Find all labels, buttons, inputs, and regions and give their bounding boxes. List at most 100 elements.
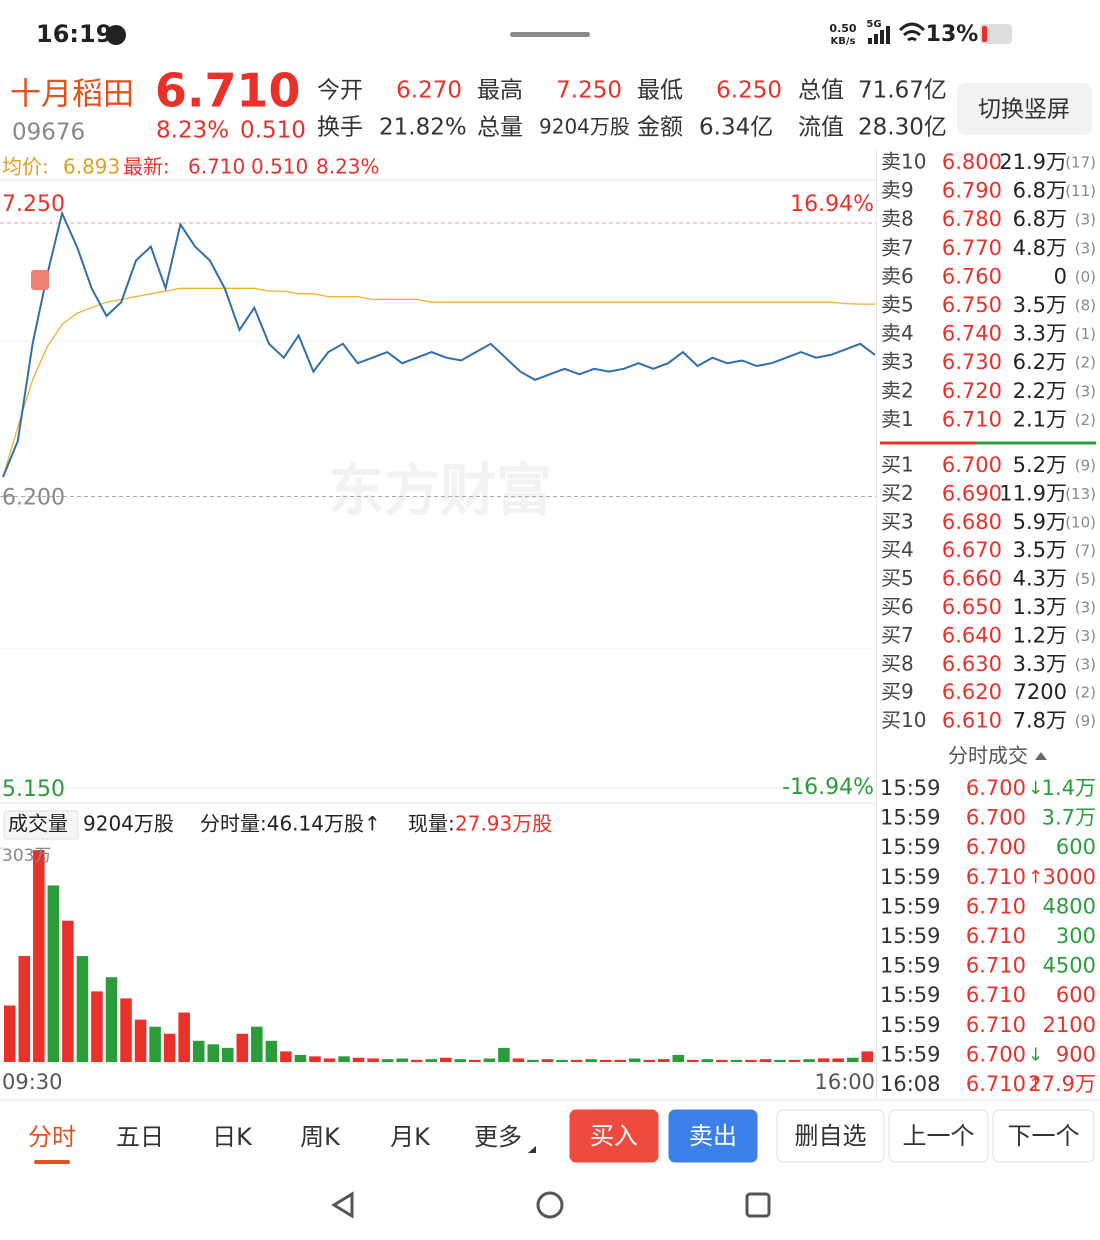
volume-bar (178, 1012, 190, 1062)
volume-bar (803, 1059, 815, 1062)
trade-time: 15:59 (880, 1013, 941, 1037)
volume-bar (4, 1005, 16, 1062)
volume-bar (309, 1056, 321, 1062)
stat-label: 最高 (477, 78, 523, 104)
book-volume: 6.8万 (1013, 179, 1067, 203)
action-button[interactable] (992, 1109, 1095, 1163)
book-volume: 4.8万 (1013, 236, 1067, 260)
volume-bar (672, 1054, 685, 1062)
book-label: 卖9 (881, 178, 914, 202)
net-speed: 0.50 (829, 22, 856, 35)
x-tick-label: 09:30 (2, 1070, 63, 1094)
trades-title: 分时成交 (948, 744, 1028, 768)
book-label: 买9 (881, 680, 914, 704)
wifi-icon (898, 22, 926, 42)
book-volume: 3.3万 (1013, 322, 1067, 346)
book-count: (9) (1075, 457, 1096, 475)
trade-volume: 600 (1056, 983, 1096, 1007)
stock-code: 09676 (12, 120, 85, 146)
book-price: 6.750 (942, 293, 1002, 317)
volume-bar (120, 998, 132, 1062)
book-label: 卖7 (881, 235, 914, 259)
book-volume: 7200 (1014, 680, 1067, 704)
tab[interactable]: 周K (300, 1123, 341, 1151)
volume-bar (716, 1059, 728, 1062)
action-label[interactable]: 删自选 (795, 1122, 867, 1150)
nav-home[interactable] (536, 1191, 564, 1219)
volume-bar (47, 885, 60, 1062)
action-button[interactable] (776, 1109, 885, 1163)
trade-time: 15:59 (880, 983, 941, 1007)
trade-volume: 4800 (1043, 894, 1096, 918)
trade-arrow: ↑ (1028, 867, 1043, 888)
book-volume: 6.2万 (1013, 350, 1067, 374)
book-volume: 6.8万 (1013, 207, 1067, 231)
book-price: 6.770 (942, 236, 1002, 260)
stat-label: 总值 (798, 78, 844, 104)
book-volume: 3.5万 (1013, 293, 1067, 317)
volume-bar (134, 1019, 147, 1062)
volume-bar (687, 1059, 699, 1062)
y-tick-label: 7.250 (2, 192, 65, 217)
book-price: 6.640 (942, 623, 1002, 647)
switch-button-label[interactable]: 切换竖屏 (978, 97, 1070, 123)
tab[interactable]: 月K (390, 1123, 431, 1151)
book-volume: 2.1万 (1013, 407, 1067, 431)
book-label: 卖5 (881, 293, 914, 317)
volume-bar (469, 1059, 481, 1062)
nav-back[interactable] (331, 1191, 354, 1219)
tab[interactable]: 分时 (28, 1123, 76, 1151)
volume-bar (338, 1056, 350, 1062)
tab[interactable]: 更多 (474, 1123, 522, 1151)
book-label: 买5 (881, 566, 914, 590)
legend-label: 最新: (123, 155, 170, 179)
switch-button[interactable] (957, 83, 1092, 135)
stat-label: 流值 (798, 115, 844, 141)
stat-label: 总量 (477, 115, 523, 141)
volume-bar (207, 1044, 219, 1062)
current-volume: 27.93万股 (455, 812, 552, 836)
tab-underline (34, 1160, 70, 1164)
legend-value: 8.23% (316, 155, 380, 179)
trade-volume: 600 (1056, 835, 1096, 859)
action-label[interactable]: 上一个 (903, 1122, 975, 1150)
volume-bar (599, 1059, 612, 1062)
stat-label: 换手 (317, 115, 363, 141)
volume-bar (440, 1057, 452, 1062)
book-count: (3) (1075, 239, 1096, 257)
book-label: 卖8 (881, 207, 914, 231)
book-label: 卖3 (881, 350, 914, 374)
tab[interactable]: 日K (212, 1123, 253, 1151)
stat-label: 最低 (637, 78, 683, 104)
tab[interactable]: 五日 (116, 1123, 164, 1151)
action-label[interactable]: 买入 (590, 1122, 638, 1150)
action-button[interactable] (668, 1109, 758, 1163)
action-button[interactable] (888, 1109, 989, 1163)
volume-bar (527, 1059, 539, 1062)
stat-value: 6.250 (716, 78, 782, 104)
volume-bar (745, 1059, 757, 1062)
action-label[interactable]: 卖出 (689, 1122, 737, 1150)
nav-recent[interactable] (745, 1192, 771, 1218)
action-button[interactable] (569, 1109, 659, 1163)
volume-bar (323, 1058, 336, 1062)
book-count: (3) (1075, 382, 1096, 400)
book-count: (7) (1075, 542, 1096, 560)
trade-time: 15:59 (880, 1042, 941, 1066)
clock: 16:19 (36, 20, 112, 48)
volume-bar (614, 1059, 626, 1062)
book-price: 6.760 (942, 264, 1002, 288)
trade-time: 15:59 (880, 806, 941, 830)
notch-pill (510, 32, 590, 37)
volume-bar (846, 1057, 859, 1062)
volume-selector[interactable] (3, 810, 79, 840)
book-label: 买6 (881, 595, 914, 619)
trade-price: 6.710 (966, 954, 1026, 978)
book-count: (3) (1075, 211, 1096, 229)
action-label[interactable]: 下一个 (1008, 1122, 1080, 1150)
book-label: 买10 (881, 708, 926, 732)
volume-bar (265, 1040, 278, 1062)
stat-value: 9204万股 (539, 115, 630, 139)
volume-bar (425, 1059, 437, 1062)
change-pct: 8.23% (156, 118, 229, 144)
